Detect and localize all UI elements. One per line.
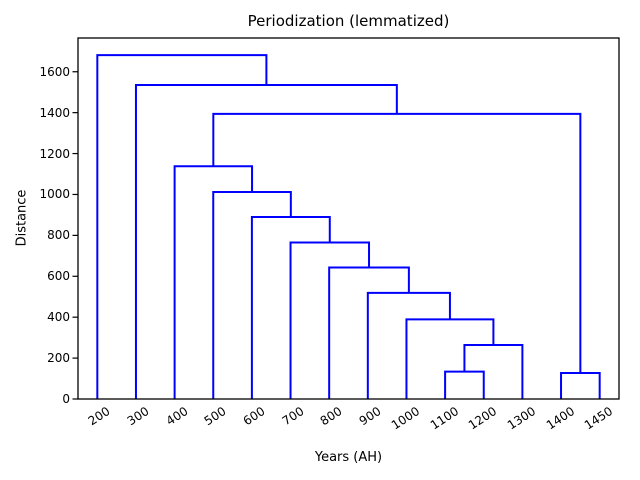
- y-tick-label: 400: [47, 310, 70, 325]
- y-tick-label: 0: [62, 392, 70, 406]
- y-tick-label: 1600: [39, 64, 70, 79]
- y-tick-label: 600: [47, 269, 70, 284]
- chart-title: Periodization (lemmatized): [247, 12, 450, 30]
- y-tick-label: 1400: [39, 105, 70, 120]
- dendrogram-link: [173, 165, 254, 399]
- dendrogram-link: [289, 241, 371, 399]
- y-tick-label: 200: [47, 351, 70, 366]
- dendrogram-link: [212, 112, 582, 374]
- y-tick-label: 1200: [39, 146, 70, 161]
- dendrogram-link: [560, 372, 601, 399]
- dendrogram-link: [405, 318, 495, 399]
- dendrogram-link: [366, 291, 451, 399]
- x-axis-label: Years (AH): [314, 450, 383, 465]
- dendrogram-link: [134, 84, 398, 399]
- y-tick-label: 1000: [39, 187, 70, 202]
- dendrogram-link: [96, 54, 268, 399]
- axes-frame: [77, 37, 620, 400]
- y-tick-label: 800: [47, 228, 70, 243]
- dendrogram-link: [444, 370, 485, 399]
- dendrogram-link: [328, 266, 410, 399]
